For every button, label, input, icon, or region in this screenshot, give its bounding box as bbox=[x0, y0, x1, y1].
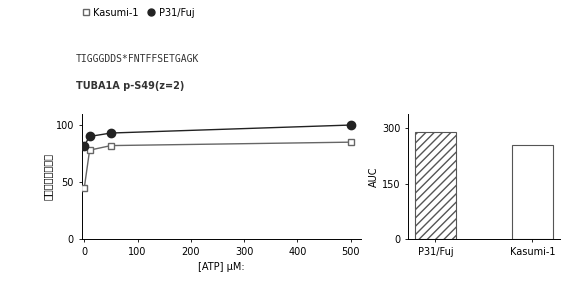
Bar bbox=[512, 145, 553, 239]
Text: TIGGGDDS*FNTFFSETGAGK: TIGGGDDS*FNTFFSETGAGK bbox=[76, 54, 199, 64]
Text: TUBA1A p-S49(z=2): TUBA1A p-S49(z=2) bbox=[76, 81, 184, 91]
X-axis label: [ATP] μM:: [ATP] μM: bbox=[198, 263, 245, 272]
Y-axis label: 正規化された活性: 正規化された活性 bbox=[43, 153, 53, 200]
Bar bbox=[415, 132, 456, 239]
Y-axis label: AUC: AUC bbox=[369, 166, 379, 187]
Legend: Kasumi-1, P31/Fuj: Kasumi-1, P31/Fuj bbox=[80, 8, 195, 18]
